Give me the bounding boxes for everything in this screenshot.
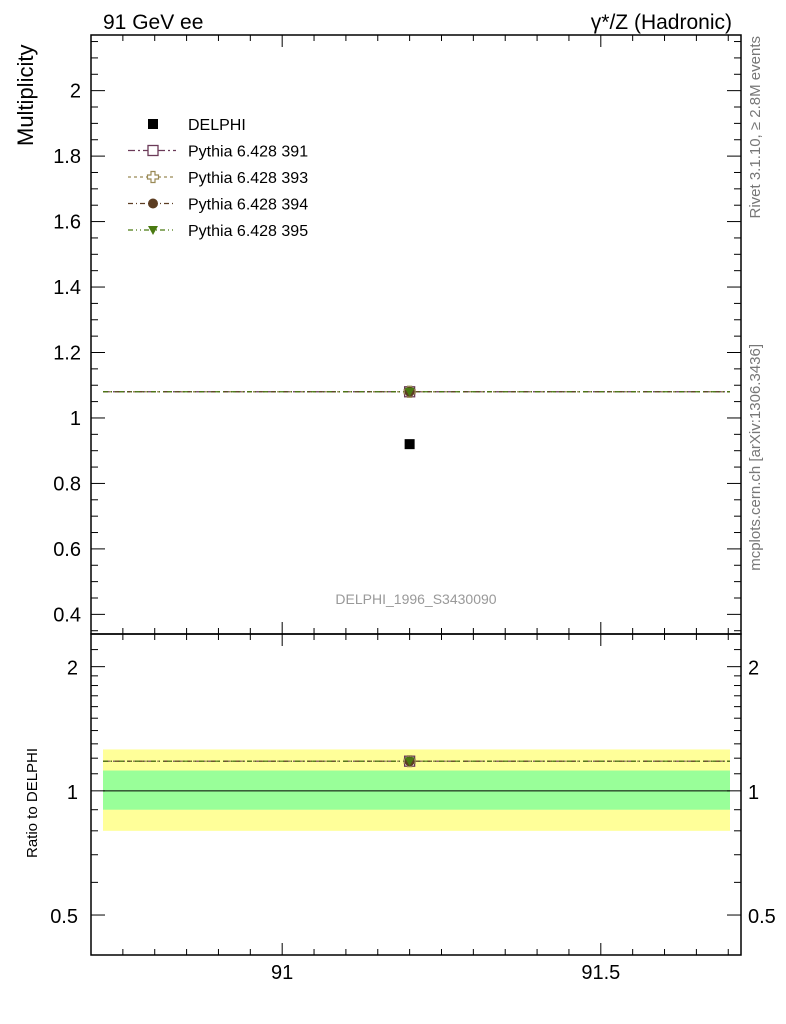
ratio-y-axis-title: Ratio to DELPHI: [24, 748, 41, 858]
main-y-axis-title: Multiplicity: [13, 45, 38, 146]
energy-label: 91 GeV ee: [103, 11, 203, 34]
legend-label: Pythia 6.428 391: [188, 144, 308, 161]
y-tick-label: 0.4: [53, 604, 81, 626]
legend: DELPHI Pythia 6.428 391 Pythia 6.428 393 Py…: [128, 117, 308, 240]
ratio-panel: 91 91.5 0.5 0.5 1 1 2 2: [50, 35, 776, 984]
y-tick-label: 1.8: [53, 146, 81, 168]
mcplots-label: mcplots.cern.ch [arXiv:1306.3436]: [747, 344, 764, 571]
legend-label: Pythia 6.428 394: [188, 197, 308, 214]
legend-marker: [148, 198, 158, 209]
y-tick-label: 0.6: [53, 539, 81, 561]
data-point: [404, 439, 415, 450]
ratio-y-tick-label-right: 0.5: [748, 906, 776, 928]
ratio-band-stat: [103, 770, 730, 810]
legend-label: DELPHI: [188, 117, 246, 134]
y-tick-label: 2: [70, 81, 81, 103]
ratio-mc-point: [404, 757, 415, 767]
legend-label: Pythia 6.428 395: [188, 223, 308, 240]
ratio-plot-frame: [90, 633, 742, 956]
process-label: γ*/Z (Hadronic): [591, 11, 732, 34]
ratio-y-tick-label-right: 2: [748, 658, 759, 680]
y-tick-label: 1.2: [53, 343, 81, 365]
ratio-y-tick-label: 0.5: [50, 906, 78, 928]
legend-label: Pythia 6.428 393: [188, 170, 308, 187]
ratio-y-tick-label: 2: [67, 658, 78, 680]
y-tick-label: 1.6: [53, 212, 81, 234]
legend-marker: [146, 170, 160, 184]
mc-point: [404, 387, 415, 397]
legend-marker: [148, 226, 158, 235]
analysis-label: DELPHI_1996_S3430090: [335, 591, 496, 607]
legend-marker: [147, 144, 159, 157]
y-tick-label: 1.4: [53, 277, 81, 299]
x-tick-label: 91.5: [581, 962, 620, 984]
legend-marker: [148, 119, 158, 129]
y-tick-label: 1: [70, 408, 81, 430]
ratio-y-tick-label-right: 1: [748, 782, 759, 804]
rivet-label: Rivet 3.1.10, ≥ 2.8M events: [747, 36, 764, 219]
y-tick-label: 0.8: [53, 473, 81, 495]
x-tick-label: 91: [271, 962, 293, 984]
ratio-y-tick-label: 1: [67, 782, 78, 804]
